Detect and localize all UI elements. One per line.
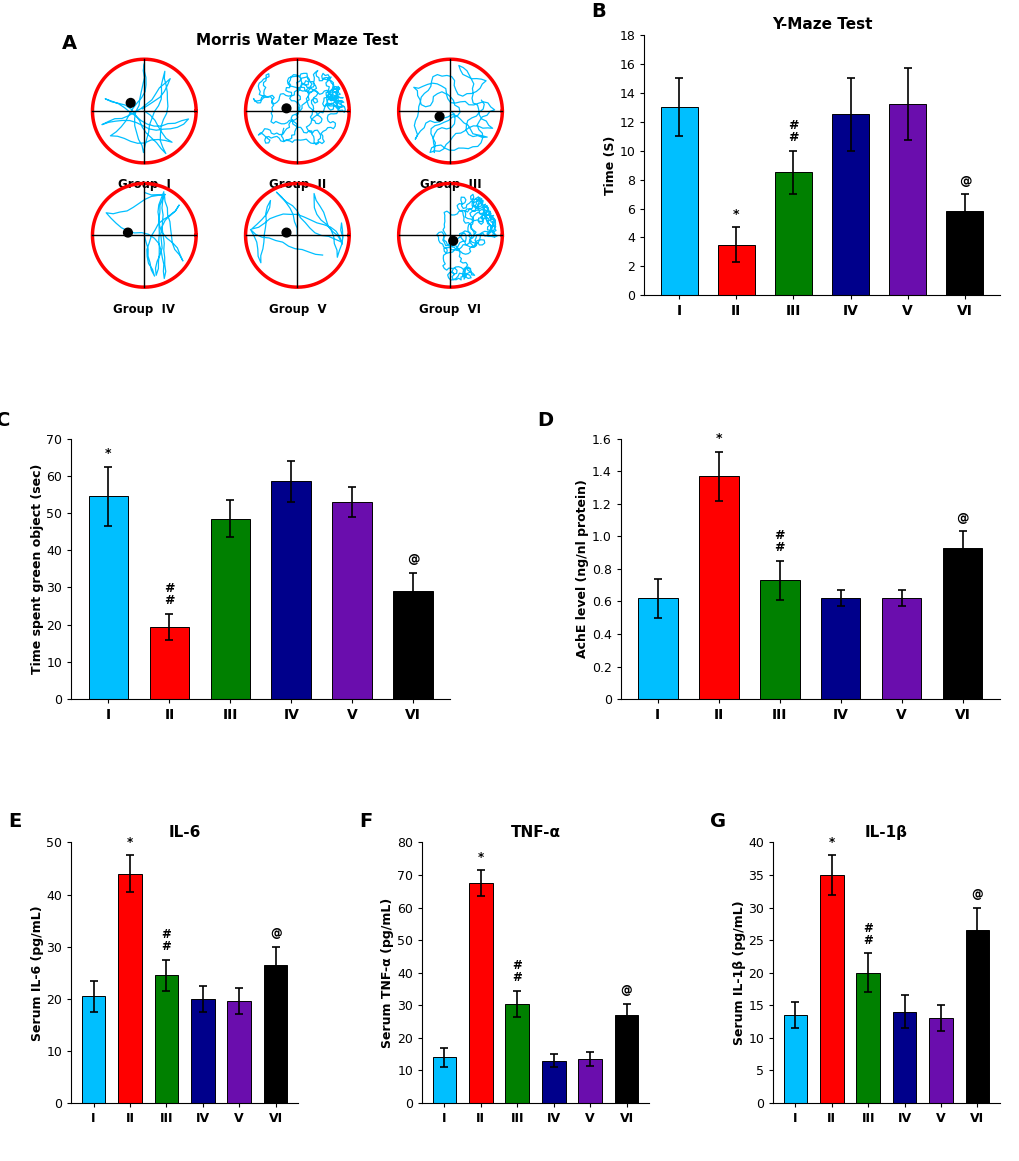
Bar: [82, 996, 105, 1103]
Y-axis label: Serum TNF-α (pg/mL): Serum TNF-α (pg/mL): [381, 897, 394, 1048]
Bar: [928, 1018, 952, 1103]
Circle shape: [282, 104, 290, 113]
Bar: [118, 874, 142, 1103]
Text: F: F: [359, 812, 372, 831]
Text: Group  VI: Group VI: [419, 303, 481, 316]
Bar: [820, 598, 860, 699]
Text: Group  I: Group I: [118, 179, 170, 192]
Text: *: *: [714, 432, 721, 445]
Text: #
#: # #: [788, 120, 798, 144]
Text: @: @: [956, 512, 968, 525]
Text: @: @: [621, 985, 632, 997]
Bar: [150, 627, 189, 699]
Bar: [469, 884, 492, 1103]
Bar: [892, 1011, 915, 1103]
Bar: [698, 476, 738, 699]
Bar: [332, 502, 372, 699]
Text: #
#: # #: [161, 928, 171, 953]
Text: *: *: [827, 836, 835, 849]
Text: #
#: # #: [773, 529, 785, 554]
Bar: [717, 245, 754, 295]
Text: *: *: [126, 836, 132, 849]
Bar: [637, 598, 677, 699]
Bar: [614, 1015, 638, 1103]
Bar: [210, 519, 250, 699]
Circle shape: [126, 99, 135, 107]
Title: IL-1β: IL-1β: [864, 824, 907, 839]
Title: Y-Maze Test: Y-Maze Test: [771, 17, 871, 33]
Text: #
#: # #: [512, 959, 522, 985]
Bar: [965, 930, 988, 1103]
Text: @: @: [269, 928, 281, 940]
Text: #
#: # #: [164, 582, 174, 607]
Text: Group  V: Group V: [268, 303, 326, 316]
Circle shape: [448, 237, 458, 245]
Bar: [832, 115, 868, 295]
Bar: [889, 104, 925, 295]
Bar: [819, 875, 843, 1103]
Text: Group  IV: Group IV: [113, 303, 175, 316]
Text: G: G: [709, 812, 726, 831]
Text: Group  III: Group III: [419, 179, 481, 192]
Text: E: E: [8, 812, 21, 831]
Bar: [856, 973, 879, 1103]
Text: *: *: [733, 208, 739, 221]
Y-axis label: Time spent green object (sec): Time spent green object (sec): [31, 463, 44, 675]
Circle shape: [282, 229, 290, 237]
Text: C: C: [0, 411, 10, 430]
Title: TNF-α: TNF-α: [510, 824, 560, 839]
Bar: [881, 598, 920, 699]
Bar: [774, 172, 811, 295]
Bar: [578, 1059, 601, 1103]
Text: D: D: [537, 411, 553, 430]
Text: *: *: [477, 851, 483, 864]
Bar: [227, 1001, 251, 1103]
Text: Group  II: Group II: [269, 179, 326, 192]
Y-axis label: AchE level (ng/nl protein): AchE level (ng/nl protein): [576, 479, 588, 658]
Bar: [155, 975, 178, 1103]
Circle shape: [435, 113, 443, 121]
Bar: [191, 998, 214, 1103]
Bar: [271, 482, 311, 699]
Bar: [393, 591, 433, 699]
Bar: [759, 580, 799, 699]
Text: @: @: [958, 174, 970, 188]
Y-axis label: Serum IL-1β (pg/mL): Serum IL-1β (pg/mL): [732, 901, 745, 1045]
Bar: [264, 965, 287, 1103]
Bar: [946, 211, 982, 295]
Bar: [783, 1015, 806, 1103]
Bar: [660, 107, 697, 295]
Y-axis label: Time (S): Time (S): [603, 136, 616, 195]
Text: B: B: [591, 1, 605, 21]
Text: #
#: # #: [862, 922, 872, 946]
Text: @: @: [971, 888, 982, 901]
Bar: [89, 496, 128, 699]
Text: Morris Water Maze Test: Morris Water Maze Test: [196, 34, 398, 49]
Circle shape: [123, 229, 132, 237]
Bar: [541, 1061, 565, 1103]
Title: IL-6: IL-6: [168, 824, 201, 839]
Text: *: *: [105, 447, 111, 460]
Y-axis label: Serum IL-6 (pg/mL): Serum IL-6 (pg/mL): [31, 904, 44, 1040]
Bar: [432, 1058, 455, 1103]
Bar: [942, 548, 981, 699]
Text: @: @: [407, 553, 419, 567]
Bar: [505, 1003, 529, 1103]
Text: A: A: [62, 34, 77, 52]
